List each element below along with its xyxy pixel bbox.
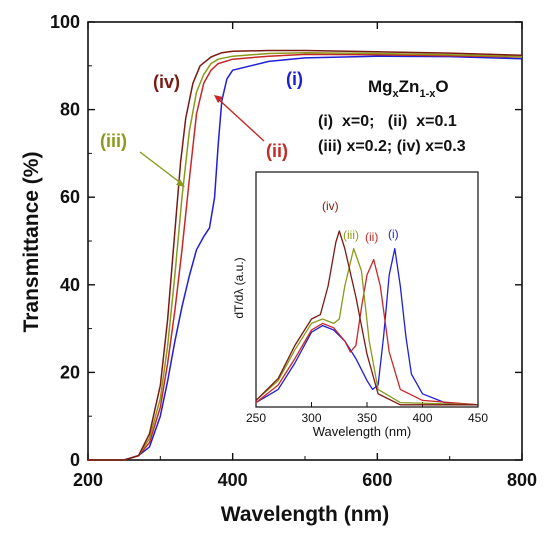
legend-line-2: (iii) x=0.2; (iv) x=0.3 [318, 138, 466, 155]
inset-x-tick-label: 300 [301, 411, 321, 425]
main-y-tick-label: 100 [50, 12, 80, 32]
main-x-axis-title: Wavelength (nm) [221, 503, 389, 526]
main-y-axis-title: Transmittance (%) [20, 152, 43, 333]
inset-x-tick-label: 450 [468, 411, 488, 425]
inset-x-tick-label: 400 [412, 411, 432, 425]
arrow-iii [139, 151, 183, 185]
main-y-tick-label: 40 [60, 275, 80, 295]
main-series-line-3 [88, 51, 523, 461]
main-x-tick-label: 800 [507, 470, 537, 490]
legend-formula: MgxZn1-xO [368, 77, 449, 100]
main-x-ticks: 200 400 600 800 [73, 22, 537, 490]
inset-background [256, 172, 478, 407]
main-x-tick-label: 600 [362, 470, 392, 490]
main-series-line-1 [88, 55, 523, 461]
legend-line-1: (i) x=0; (ii) x=0.1 [318, 113, 457, 130]
inset-series-line-3 [255, 247, 479, 406]
inset-series-line-4 [255, 230, 478, 406]
main-y-tick-label: 60 [60, 187, 80, 207]
inset-series-group [255, 230, 479, 406]
arrow-ii [215, 96, 265, 142]
annotation-iv: (iv) [153, 72, 180, 92]
main-x-tick-label: 400 [218, 470, 248, 490]
inset-annotation-iv: (iv) [322, 199, 339, 213]
arrow-iii-head [176, 179, 185, 187]
main-series-line-4 [88, 49, 523, 461]
inset-series-line-1 [255, 247, 479, 406]
inset-x-ticks: 250 300 350 400 450 [246, 402, 488, 425]
main-series-group [88, 49, 523, 461]
inset-annotation-ii: (ii) [365, 230, 378, 244]
arrow-ii-head [214, 95, 223, 103]
annotation-iii: (iii) [100, 131, 127, 151]
inset-x-axis-title: Wavelength (nm) [313, 424, 412, 439]
inset-annotation-i: (i) [388, 227, 399, 241]
main-y-tick-label: 0 [70, 450, 80, 470]
inset-y-axis-title: dT/dλ (a.u.) [232, 257, 246, 318]
main-y-tick-label: 80 [60, 100, 80, 120]
inset-annotation-iii: (iii) [343, 228, 359, 242]
main-series-line-2 [88, 53, 523, 461]
main-x-tick-label: 200 [73, 470, 103, 490]
inset-x-tick-label: 350 [357, 411, 377, 425]
annotation-ii: (ii) [266, 141, 288, 161]
inset-x-tick-label: 250 [246, 411, 266, 425]
main-y-ticks: 0 20 40 60 80 100 [50, 12, 522, 470]
main-y-tick-label: 20 [60, 362, 80, 382]
annotation-i: (i) [286, 69, 303, 89]
inset-series-line-2 [255, 258, 479, 406]
